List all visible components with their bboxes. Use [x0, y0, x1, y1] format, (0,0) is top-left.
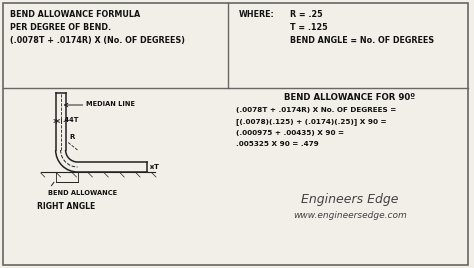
Text: T: T	[154, 164, 159, 170]
Text: (.0078T + .0174R) X No. OF DEGREES =: (.0078T + .0174R) X No. OF DEGREES =	[237, 107, 397, 113]
Text: T = .125: T = .125	[290, 23, 328, 32]
Text: PER DEGREE OF BEND.: PER DEGREE OF BEND.	[10, 23, 111, 32]
Text: (.0078T + .0174R) X (No. OF DEGREES): (.0078T + .0174R) X (No. OF DEGREES)	[10, 36, 185, 45]
Text: .44T: .44T	[63, 117, 79, 123]
Text: BEND ALLOWANCE FORMULA: BEND ALLOWANCE FORMULA	[10, 10, 140, 19]
Text: (.000975 + .00435) X 90 =: (.000975 + .00435) X 90 =	[237, 130, 345, 136]
Text: Engineers Edge: Engineers Edge	[301, 193, 399, 206]
Text: R = .25: R = .25	[290, 10, 323, 19]
Text: www.engineersedge.com: www.engineersedge.com	[293, 211, 407, 220]
Text: BEND ALLOWANCE: BEND ALLOWANCE	[48, 190, 117, 196]
Text: [(.0078)(.125) + (.0174)(.25)] X 90 =: [(.0078)(.125) + (.0174)(.25)] X 90 =	[237, 118, 387, 125]
Text: BEND ANGLE = No. OF DEGREES: BEND ANGLE = No. OF DEGREES	[290, 36, 434, 45]
Text: BEND ALLOWANCE FOR 90º: BEND ALLOWANCE FOR 90º	[284, 93, 415, 102]
Text: R: R	[70, 134, 75, 140]
Text: RIGHT ANGLE: RIGHT ANGLE	[37, 202, 96, 211]
Text: .005325 X 90 = .479: .005325 X 90 = .479	[237, 142, 319, 147]
Text: MEDIAN LINE: MEDIAN LINE	[86, 101, 136, 107]
Text: WHERE:: WHERE:	[238, 10, 274, 19]
